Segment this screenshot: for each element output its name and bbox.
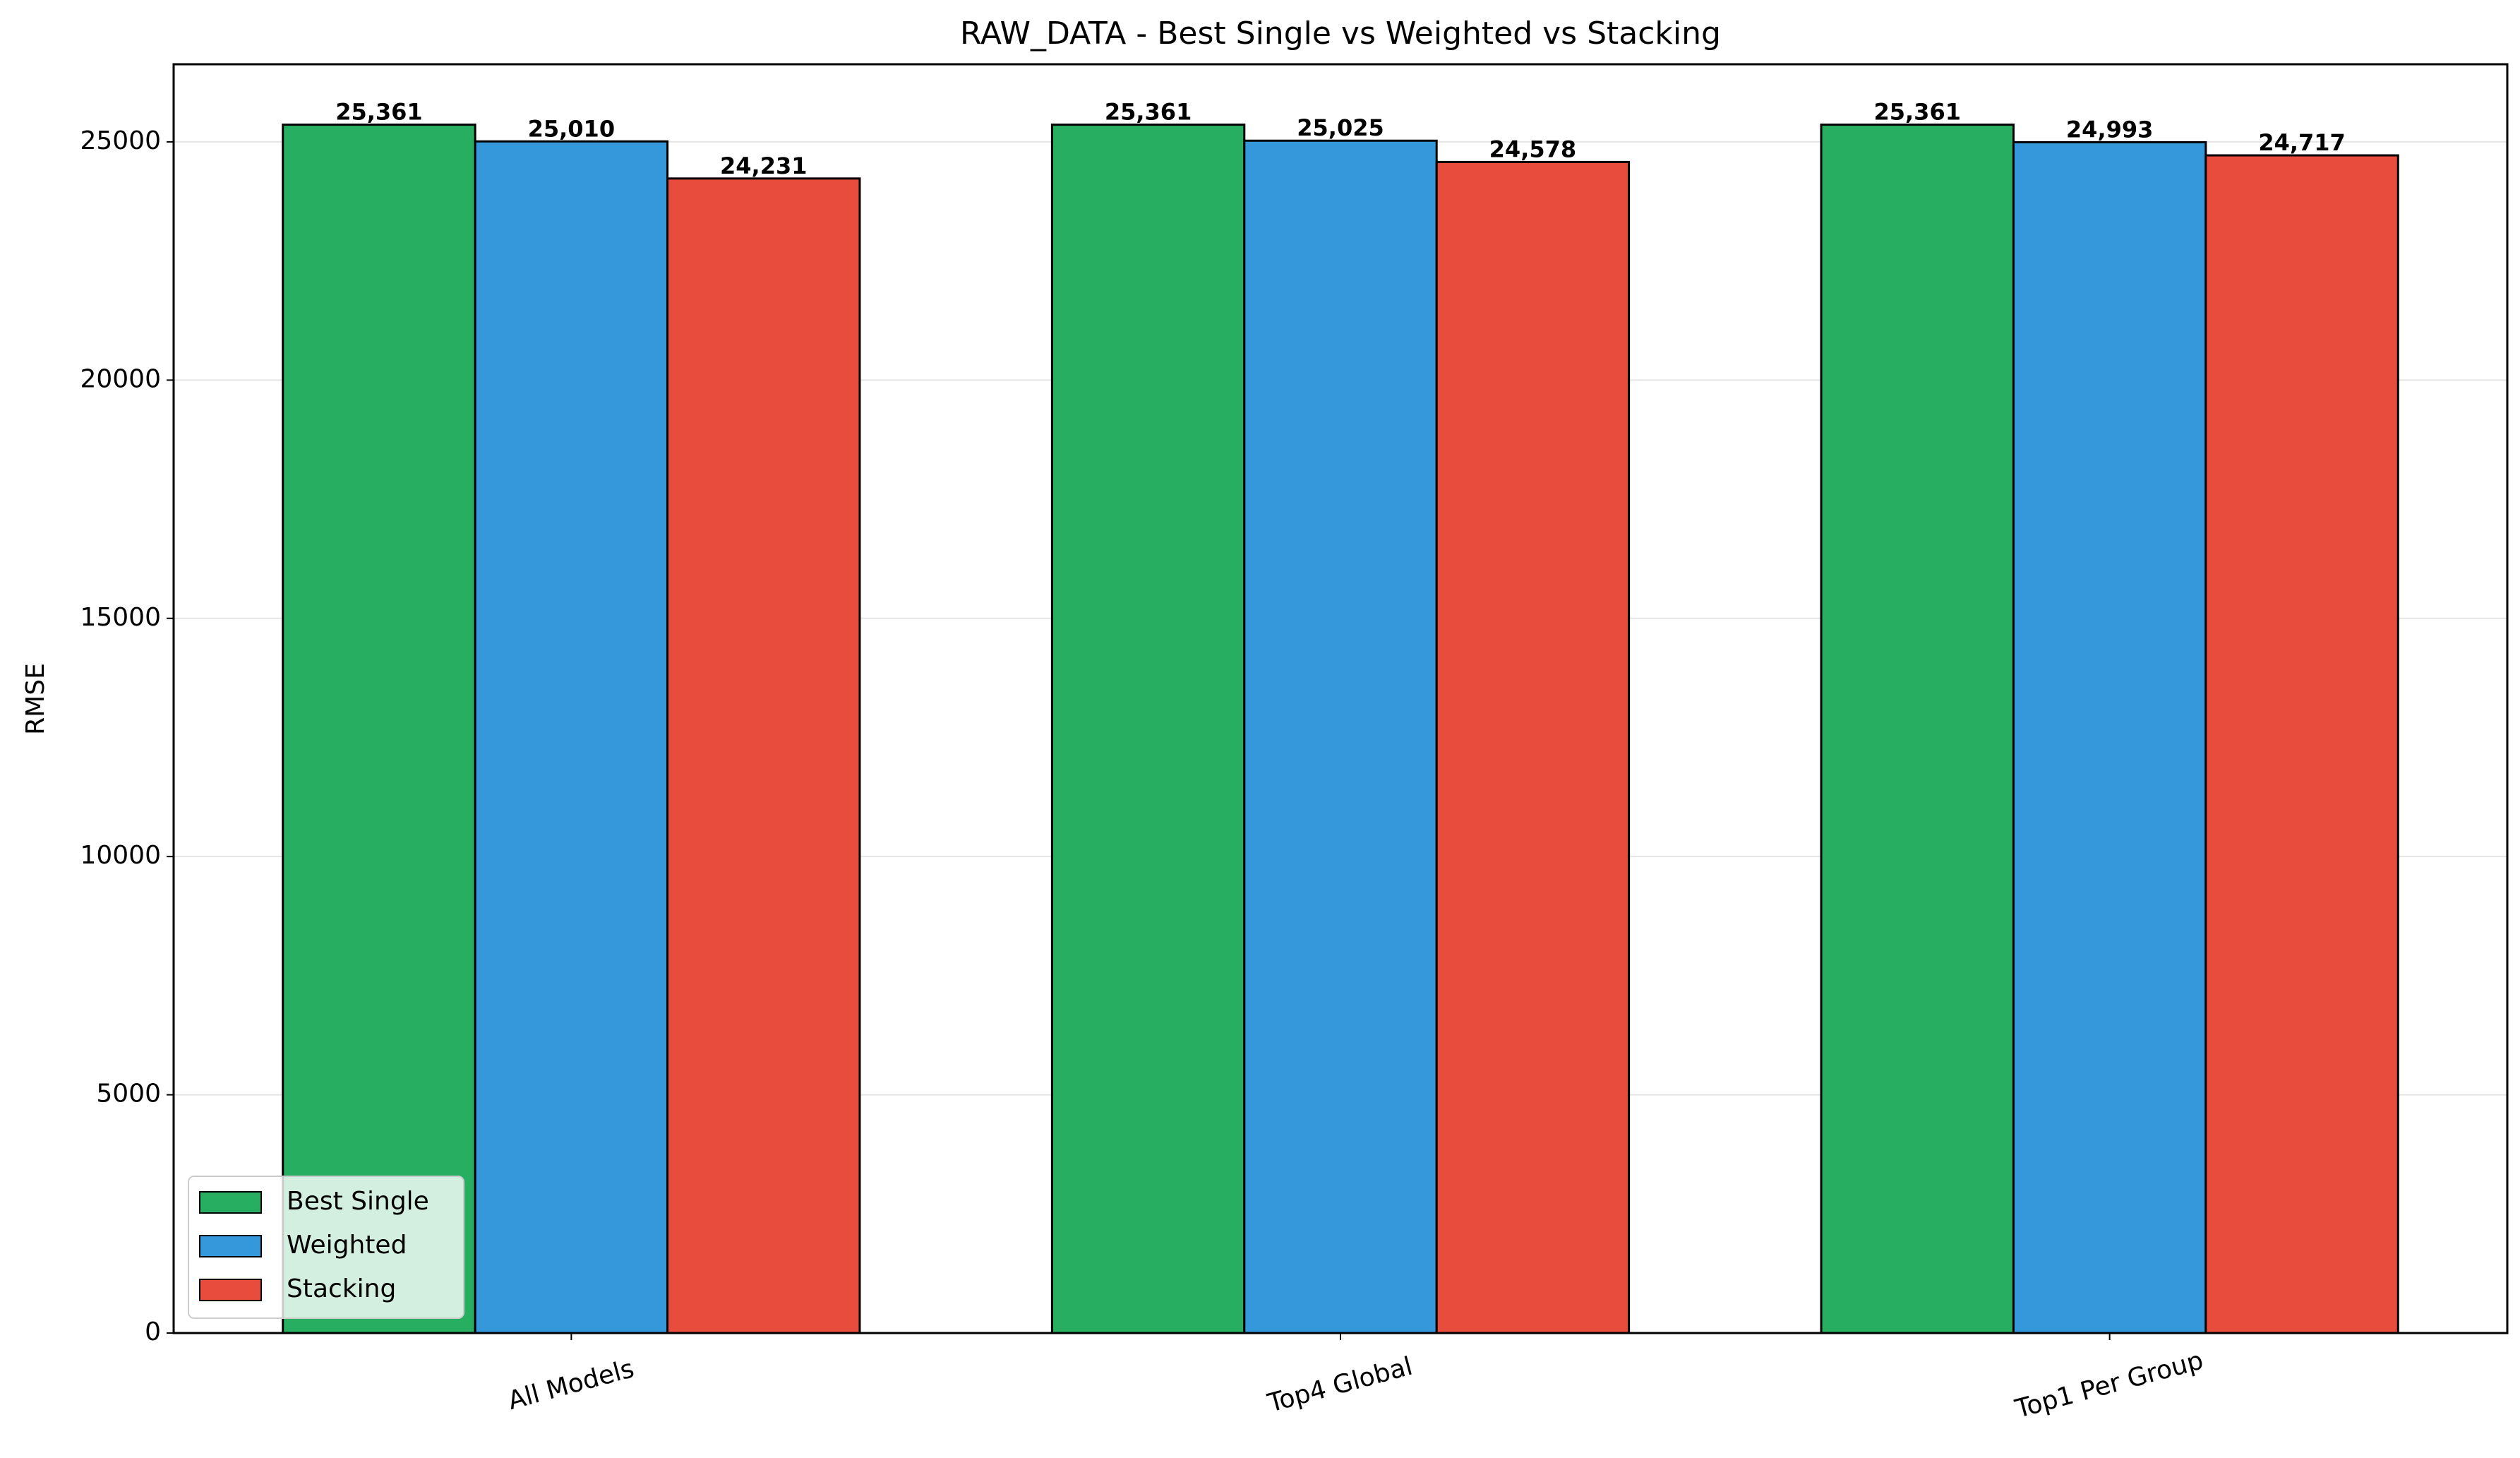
bar xyxy=(1050,124,1246,1334)
legend-label: Best Single xyxy=(287,1187,429,1216)
legend: Best Single Weighted Stacking xyxy=(188,1176,464,1319)
y-tick-label: 5000 xyxy=(96,1080,161,1109)
plot-frame xyxy=(172,63,2509,1334)
bar xyxy=(1435,160,1631,1334)
bar xyxy=(2012,141,2207,1334)
chart-title: RAW_DATA - Best Single vs Weighted vs St… xyxy=(960,16,1721,52)
y-tick-label: 15000 xyxy=(80,603,161,632)
legend-label: Weighted xyxy=(287,1231,407,1260)
legend-swatch xyxy=(199,1235,262,1257)
value-label: 25,025 xyxy=(1297,114,1384,141)
y-axis-label: RMSE xyxy=(21,663,50,735)
y-tick-label: 10000 xyxy=(80,841,161,870)
value-label: 24,717 xyxy=(2258,129,2345,156)
value-label: 25,010 xyxy=(528,115,615,142)
bar xyxy=(282,124,476,1334)
value-label: 24,231 xyxy=(720,153,807,179)
value-label: 24,578 xyxy=(1489,136,1576,162)
bar xyxy=(666,177,861,1334)
value-label: 25,361 xyxy=(335,99,422,126)
legend-swatch xyxy=(199,1279,262,1301)
bar xyxy=(1243,139,1438,1334)
value-label: 24,993 xyxy=(2066,116,2153,143)
y-tick-label: 20000 xyxy=(80,364,161,393)
value-label: 25,361 xyxy=(1873,99,1960,126)
legend-swatch xyxy=(199,1191,262,1214)
y-tick-label: 25000 xyxy=(80,126,161,155)
y-tick-label: 0 xyxy=(145,1317,161,1346)
value-label: 25,361 xyxy=(1105,99,1192,126)
bar xyxy=(2204,154,2399,1334)
legend-label: Stacking xyxy=(287,1274,396,1303)
bar xyxy=(474,140,669,1334)
bar xyxy=(1820,124,2015,1334)
